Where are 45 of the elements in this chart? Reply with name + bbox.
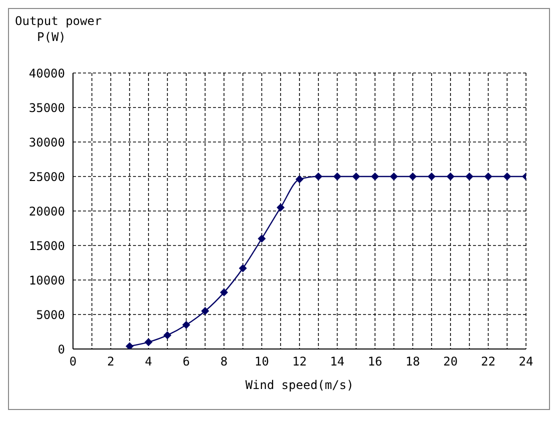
point	[390, 172, 398, 180]
y-tick-label: 20000	[28, 204, 65, 218]
y-tick-label: 15000	[28, 238, 65, 253]
point	[220, 288, 228, 296]
point	[446, 172, 454, 180]
x-tick-label: 14	[330, 354, 344, 369]
point	[314, 172, 322, 180]
x-tick-label: 20	[443, 354, 458, 369]
y-tick-label: 0	[58, 342, 65, 356]
y-tick-label: 10000	[28, 273, 65, 288]
y-tick-label: 25000	[28, 170, 65, 184]
y-tick-label: 5000	[36, 308, 65, 322]
x-tick-label: 0	[69, 354, 77, 369]
x-tick-label: 16	[368, 354, 382, 369]
point	[126, 342, 134, 349]
x-tick-label: 24	[518, 354, 534, 369]
point	[296, 175, 304, 184]
point	[201, 307, 210, 316]
point	[465, 172, 474, 180]
point	[408, 172, 417, 180]
point	[182, 320, 190, 329]
x-tick-label: 18	[406, 354, 420, 369]
y-tick-label: 30000	[28, 135, 65, 150]
point	[163, 331, 172, 340]
y-tick-label: 40000	[28, 66, 65, 80]
y-axis-title: Output power P(W)	[15, 13, 102, 45]
point	[276, 204, 285, 212]
x-tick-label: 8	[220, 354, 228, 369]
x-tick-label: 6	[182, 354, 190, 369]
y-tick-label: 35000	[28, 100, 65, 115]
point	[371, 172, 379, 180]
point	[238, 264, 247, 272]
x-axis-title: Wind speed(m/s)	[245, 378, 354, 392]
point	[333, 172, 342, 180]
x-tick-label: 4	[144, 354, 152, 369]
x-tick-label: 12	[292, 354, 307, 369]
point	[503, 172, 512, 180]
point	[428, 172, 436, 180]
x-tick-label: 2	[107, 354, 114, 369]
point	[352, 172, 360, 180]
point	[484, 172, 492, 180]
x-tick-label: 10	[254, 354, 269, 369]
x-tick-label: 22	[481, 354, 496, 369]
point	[258, 234, 266, 243]
point	[144, 338, 152, 346]
